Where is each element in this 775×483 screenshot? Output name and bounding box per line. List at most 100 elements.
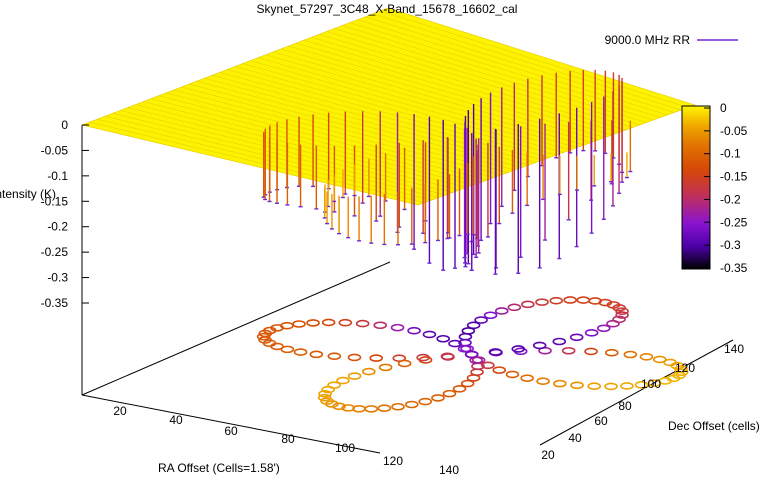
zero-plane [80, 7, 696, 206]
mesh-line [311, 37, 626, 131]
floor-ring [552, 337, 567, 346]
mesh-line [372, 13, 682, 111]
mesh-line [288, 45, 606, 138]
floor-ring [391, 402, 405, 411]
axis-frame [81, 125, 734, 454]
colorbar-tick-label: -0.3 [720, 238, 741, 252]
mesh-line [143, 101, 474, 186]
colorbar-tick-label: 0 [720, 101, 727, 115]
floor-ring [418, 356, 433, 364]
ra-tick-label: 20 [113, 404, 127, 418]
mesh-line [380, 10, 689, 108]
mesh-line [342, 25, 654, 121]
floor-ring [318, 389, 332, 398]
ra-axis-line [81, 394, 381, 454]
floor-ring [563, 296, 577, 304]
ra-tick-label: 100 [335, 441, 355, 455]
floor-ring [615, 307, 629, 316]
floor-ring [347, 372, 362, 380]
surface-spikes [261, 69, 633, 275]
mesh-line [349, 22, 661, 118]
mesh-line [204, 78, 529, 166]
floor-ring [535, 298, 549, 306]
floor-ring [549, 296, 564, 305]
floor-ring [280, 345, 295, 354]
y-axis-label: Dec Offset (cells) [668, 419, 760, 433]
floor-ring [663, 358, 677, 367]
chart-title: Skynet_57297_3C48_X-Band_15678_16602_cal [257, 2, 518, 16]
floor-ring [256, 332, 271, 341]
floor-ring [612, 315, 626, 324]
mesh-line [326, 31, 640, 126]
z-tick-label: -0.35 [41, 296, 69, 310]
mesh-line [219, 72, 543, 161]
floor-ring [422, 330, 437, 339]
colorbar-tick-label: -0.05 [720, 124, 748, 138]
floor-ring [561, 346, 576, 355]
floor-ring [270, 342, 284, 351]
ra-tick-label: 120 [383, 454, 403, 468]
floor-ring [570, 381, 584, 390]
colorbar-tick-label: -0.15 [720, 170, 748, 184]
floor-ring [620, 382, 634, 390]
floor-ring [441, 353, 455, 361]
floor-ring [494, 307, 509, 315]
floor-ring [658, 377, 673, 385]
floor-ring [483, 311, 498, 320]
floor-ring [321, 385, 335, 394]
z-tick-label: -0.3 [47, 271, 68, 285]
z-axis-label: Intensity (K) [0, 187, 56, 201]
mesh-line [166, 92, 495, 178]
dec-tick-label: 40 [568, 431, 582, 445]
mesh-line [104, 116, 439, 198]
floor-ring [505, 370, 520, 379]
floor-ring [507, 303, 522, 312]
ra-tick-label: 140 [439, 463, 459, 477]
floor-ring [604, 382, 618, 391]
floor-ring [481, 361, 495, 370]
ra-tick-label: 40 [169, 413, 183, 427]
floor-ring [553, 379, 567, 388]
floor-ring [652, 355, 667, 364]
floor-ring [377, 404, 392, 413]
mesh-line [250, 60, 571, 151]
ra-tick-label: 80 [281, 432, 295, 446]
floor-ring [604, 348, 619, 357]
legend-label: 9000.0 MHz RR [605, 33, 691, 47]
floor-ring [615, 311, 629, 319]
floor-ring [457, 345, 472, 353]
floor-ring [442, 389, 457, 398]
floor-ring [532, 341, 547, 350]
floor-ring [309, 350, 324, 359]
floor-ring [458, 332, 473, 341]
mesh-line [273, 51, 592, 143]
floor-ring [306, 319, 320, 327]
mesh-line [158, 95, 488, 181]
colorbar: 0 -0.05 -0.1 -0.15 -0.2 -0.25 -0.3 -0.35 [681, 101, 748, 275]
floor-ring [464, 350, 479, 359]
floor-ring [436, 334, 450, 343]
floor-ring [521, 300, 535, 309]
back-floor-line [81, 261, 391, 396]
dec-axis-line [539, 339, 734, 446]
floor-ring [460, 379, 475, 388]
floor-ring [293, 348, 308, 356]
floor-ring [327, 352, 342, 360]
floor-ring [492, 366, 507, 374]
colorbar-tick-label: -0.2 [720, 192, 741, 206]
floor-ring [362, 367, 376, 376]
floor-ring [431, 394, 445, 402]
colorbar-gradient [681, 105, 711, 270]
floor-ring [378, 363, 393, 372]
dec-ticks: 20 40 60 80 100 120 140 [541, 342, 744, 462]
colorbar-tick-label: -0.25 [720, 215, 748, 229]
z-ticks: 0 -0.05 -0.1 -0.15 -0.2 -0.25 -0.3 -0.35 [41, 118, 89, 310]
floor-ring [317, 393, 332, 402]
mesh-line [257, 57, 578, 148]
floor-ring [511, 345, 526, 353]
floor-ring [488, 348, 503, 356]
floor-ring [584, 347, 598, 356]
floor-ring [470, 368, 484, 376]
x-axis-label: RA Offset (Cells=1.58') [158, 461, 280, 475]
